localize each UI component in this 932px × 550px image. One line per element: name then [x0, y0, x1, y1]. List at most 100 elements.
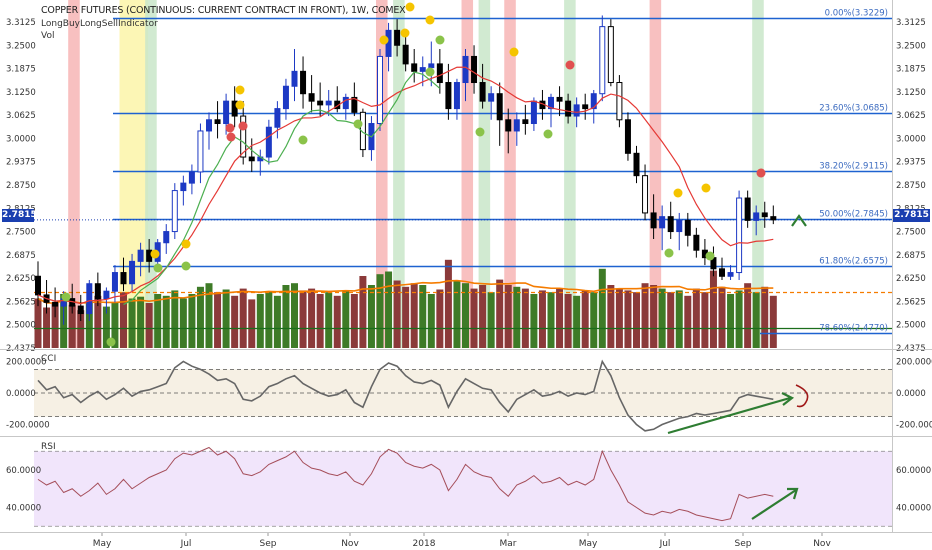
rsi-axis-tick-label: 60.0000 [896, 466, 931, 476]
cci-label: CCI [41, 354, 57, 364]
candle-body [556, 96, 563, 102]
candle-body [736, 197, 743, 274]
signal-dot [425, 67, 435, 77]
rsi-left-tick-label: 60.0000 [6, 466, 41, 476]
cci-line [37, 359, 774, 432]
candle-body [642, 175, 649, 214]
volume-bar [530, 294, 538, 348]
indicator-name: LongBuyLongSellIndicator [41, 19, 158, 29]
candle-body [522, 119, 529, 125]
volume-bar [128, 298, 136, 348]
price-left-tick-label: 2.5625 [6, 297, 36, 307]
price-axis-tick-label: 3.3125 [896, 18, 926, 28]
signal-dot [673, 188, 683, 198]
volume-bar [410, 283, 418, 348]
volume-bar [581, 290, 589, 348]
volume-bar [43, 307, 51, 348]
volume-label: Vol [41, 31, 55, 41]
signal-dot [353, 119, 363, 129]
fib-level-label: 38.20%(2.9115) [819, 162, 888, 172]
volume-bar [658, 288, 666, 348]
candle-body [633, 152, 640, 177]
volume-bar [479, 285, 487, 348]
rsi-line [37, 446, 774, 522]
volume-bar [325, 292, 333, 348]
candle-body [402, 44, 409, 65]
cci-left-tick-label: 0.0000 [6, 389, 36, 399]
signal-dot [664, 248, 674, 258]
candle-body [744, 197, 751, 221]
signal-dot [509, 47, 519, 57]
highlight-band [68, 0, 80, 348]
volume-bar [231, 295, 239, 348]
signal-dot [225, 123, 235, 133]
price-left-tick-label: 3.2500 [6, 41, 36, 51]
volume-bar [633, 292, 640, 348]
signal-dot [425, 15, 435, 25]
price-left-tick-label: 2.6250 [6, 274, 36, 284]
candle-body [282, 85, 289, 110]
fib-level-label: 78.60%(2.4770) [819, 324, 888, 334]
volume-bar [727, 294, 735, 348]
price-left-tick-label: 2.8750 [6, 181, 36, 191]
candle-body [513, 119, 520, 132]
candle-body [548, 96, 554, 110]
volume-bar [179, 298, 187, 348]
candle-body [274, 108, 281, 128]
volume-bar [419, 285, 427, 348]
volume-bar [769, 295, 777, 348]
volume-bar [68, 304, 76, 348]
volume-bar [470, 288, 478, 348]
volume-bar [145, 303, 153, 348]
volume-bar [256, 294, 264, 348]
volume-bar [641, 283, 649, 348]
price-axis-tick-label: 3.1250 [896, 88, 926, 98]
volume-bar [487, 292, 495, 348]
price-left-tick-label: 3.0625 [6, 111, 36, 121]
volume-bar [376, 274, 384, 348]
candle-body [505, 119, 512, 132]
candle-body [667, 216, 674, 233]
volume-bar [350, 294, 358, 348]
fib-level-label: 23.60%(3.0685) [819, 104, 888, 114]
time-axis-label: Jul [180, 539, 192, 549]
candle-body [163, 231, 170, 244]
candle-body [770, 216, 777, 221]
time-axis-label: May [93, 539, 112, 549]
chart-title: COPPER FUTURES (CONTINUOUS: CURRENT CONT… [41, 5, 406, 16]
volume-bar [239, 288, 247, 348]
signal-dot [226, 132, 236, 142]
volume-bar [752, 292, 760, 348]
candle-body [35, 275, 41, 296]
candle-body [240, 115, 247, 158]
candle-body [659, 216, 666, 229]
candle-body [300, 70, 307, 95]
candle-body [582, 104, 589, 110]
highlight-band [393, 0, 405, 348]
volume-bar [282, 285, 290, 348]
rsi-trend-arrow [751, 489, 797, 520]
volume-bar [513, 286, 521, 348]
ma-green-line [123, 71, 441, 306]
volume-bar [761, 286, 769, 348]
volume-bar [214, 292, 222, 348]
candle-body [325, 100, 332, 106]
signal-dot [543, 129, 553, 139]
rsi-trend-arrowhead [787, 487, 799, 500]
highlight-band [461, 0, 474, 348]
volume-bar [538, 290, 546, 348]
candle-body [573, 104, 580, 117]
candle-body [693, 234, 700, 251]
volume-bar [111, 303, 119, 348]
volume-bar [102, 306, 110, 348]
candle-body [77, 305, 84, 315]
signal-dot [106, 337, 116, 347]
last-price-tag-right: 2.7815 [893, 209, 930, 222]
cci-trend-arrowhead [781, 392, 795, 406]
signal-dot [756, 168, 766, 178]
price-axis-tick-label: 2.7500 [896, 228, 926, 238]
signal-dot [238, 121, 248, 131]
volume-bar [34, 298, 42, 348]
volume-bar [709, 270, 717, 348]
candle-body [351, 96, 358, 113]
